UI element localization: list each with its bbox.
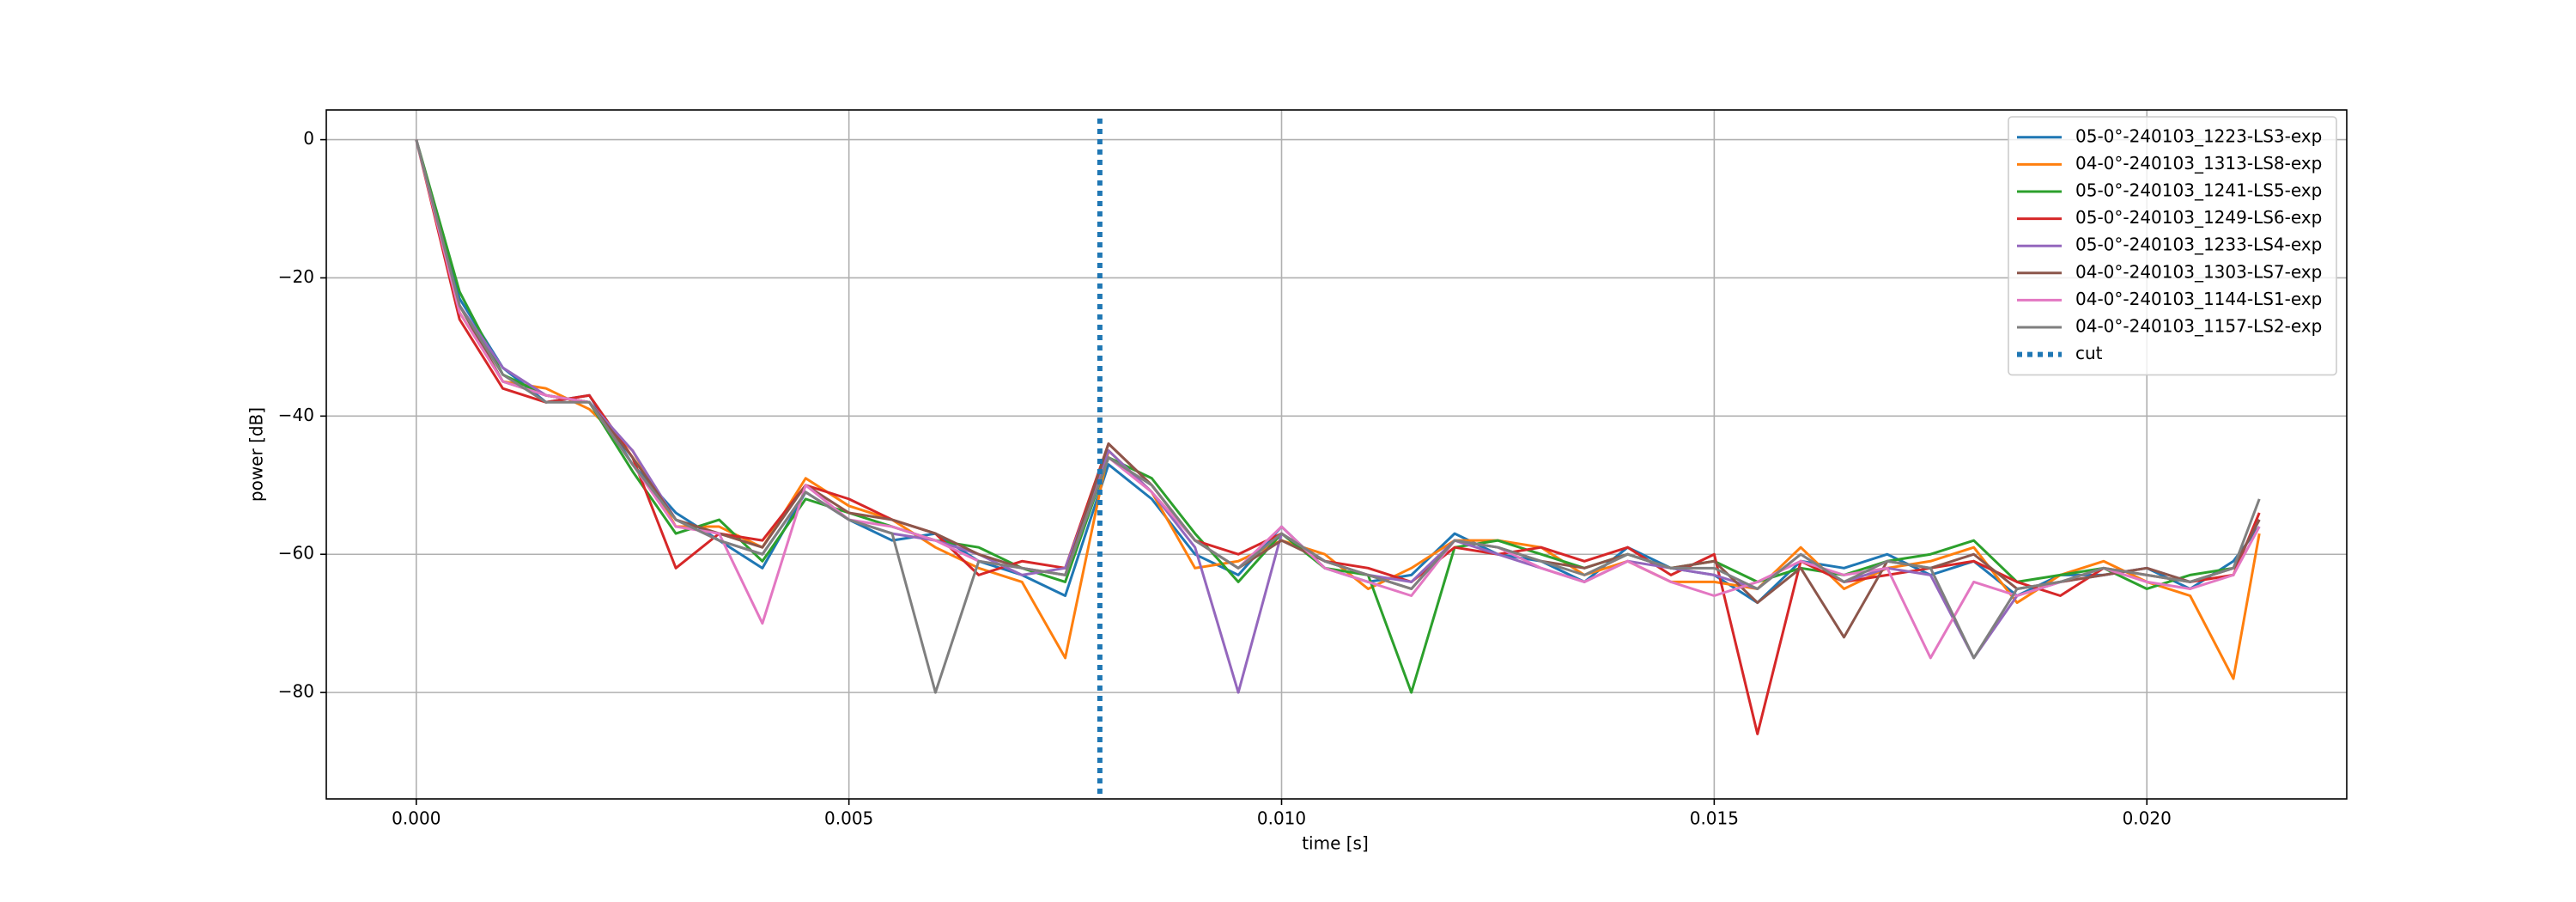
x-axis-label: time [s] [1302, 833, 1369, 854]
legend-label: 04-0°-240103_1303-LS7-exp [2075, 261, 2322, 282]
legend-label: 04-0°-240103_1313-LS8-exp [2075, 153, 2322, 174]
series-line [415, 139, 2261, 694]
legend-label: 05-0°-240103_1223-LS3-exp [2075, 125, 2322, 146]
legend-label: 04-0°-240103_1157-LS2-exp [2075, 316, 2322, 337]
legend-label: 05-0°-240103_1241-LS5-exp [2075, 180, 2322, 201]
legend-box [2008, 116, 2337, 376]
y-tick-label: −20 [278, 266, 314, 287]
legend-label: 05-0°-240103_1249-LS6-exp [2075, 207, 2322, 228]
x-tick-label: 0.015 [1690, 808, 1739, 829]
series-line [415, 139, 2261, 694]
plot-frame [325, 109, 2348, 800]
x-tick-label: 0.005 [824, 808, 873, 829]
x-tick-label: 0.010 [1257, 808, 1306, 829]
legend-label: 04-0°-240103_1144-LS1-exp [2075, 289, 2322, 309]
y-tick-label: 0 [303, 128, 314, 149]
legend-label: cut [2075, 343, 2103, 363]
y-axis-label: power [dB] [246, 407, 267, 502]
series-line [415, 139, 2261, 660]
x-tick-label: 0.020 [2123, 808, 2172, 829]
legend-label: 05-0°-240103_1233-LS4-exp [2075, 235, 2322, 255]
y-tick-label: −40 [278, 405, 314, 425]
series-line [415, 139, 2261, 680]
y-tick-label: −60 [278, 543, 314, 564]
series-line [415, 139, 2261, 605]
y-tick-label: −80 [278, 681, 314, 702]
x-tick-label: 0.000 [392, 808, 440, 829]
